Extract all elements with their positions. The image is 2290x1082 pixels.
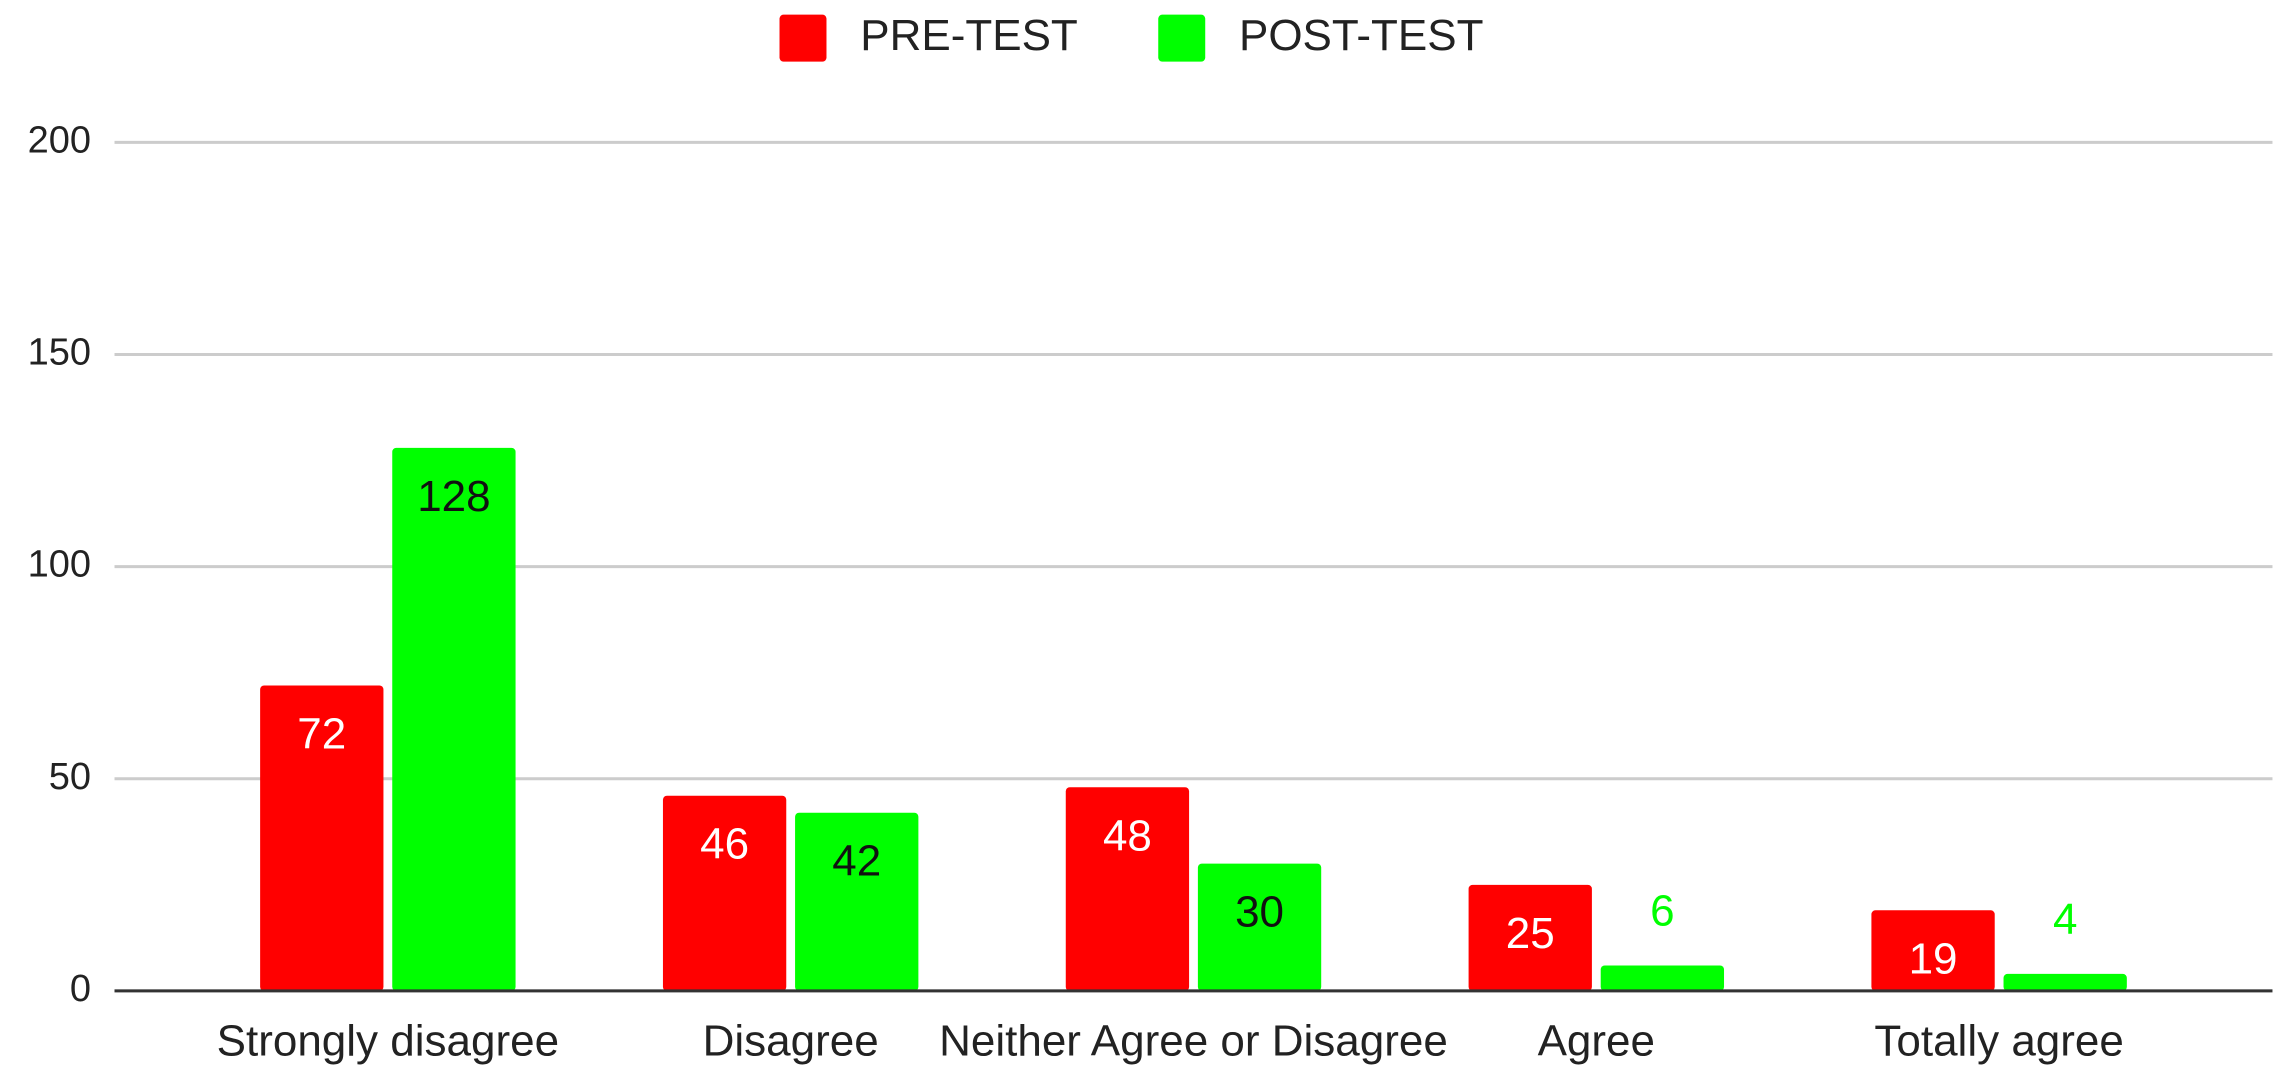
data-label: 30 (1235, 888, 1284, 937)
legend-swatch (779, 14, 827, 62)
data-label: 128 (417, 472, 490, 521)
y-tick-label: 150 (28, 332, 91, 374)
legend-label: PRE-TEST (860, 11, 1078, 60)
x-tick-label: Agree (1538, 1016, 1655, 1065)
data-label: 42 (832, 837, 881, 886)
bar (392, 447, 516, 991)
bar (1065, 787, 1190, 991)
y-tick-label: 200 (28, 119, 91, 161)
x-tick-label: Disagree (703, 1016, 879, 1065)
bar (662, 795, 787, 991)
data-label: 4 (2053, 895, 2077, 944)
y-tick-label: 100 (28, 544, 91, 586)
data-label: 72 (297, 709, 346, 758)
data-label: 25 (1506, 909, 1555, 958)
data-label: 19 (1909, 934, 1958, 983)
bar (795, 812, 919, 991)
bar (1468, 884, 1592, 991)
x-tick-label: Neither Agree or Disagree (939, 1016, 1448, 1065)
bar (1871, 910, 1995, 991)
legend-swatch (1158, 14, 1206, 62)
bar (1197, 863, 1322, 991)
data-label: 46 (700, 820, 749, 869)
y-tick-label: 0 (70, 968, 91, 1010)
bar (1600, 965, 1725, 991)
data-label: 48 (1103, 811, 1152, 860)
legend-label: POST-TEST (1239, 11, 1483, 60)
bar (2003, 973, 2127, 991)
x-tick-label: Strongly disagree (217, 1016, 559, 1065)
bar (260, 685, 384, 991)
x-tick-label: Totally agree (1874, 1016, 2123, 1065)
data-label: 6 (1650, 887, 1674, 936)
y-tick-label: 50 (49, 756, 91, 798)
